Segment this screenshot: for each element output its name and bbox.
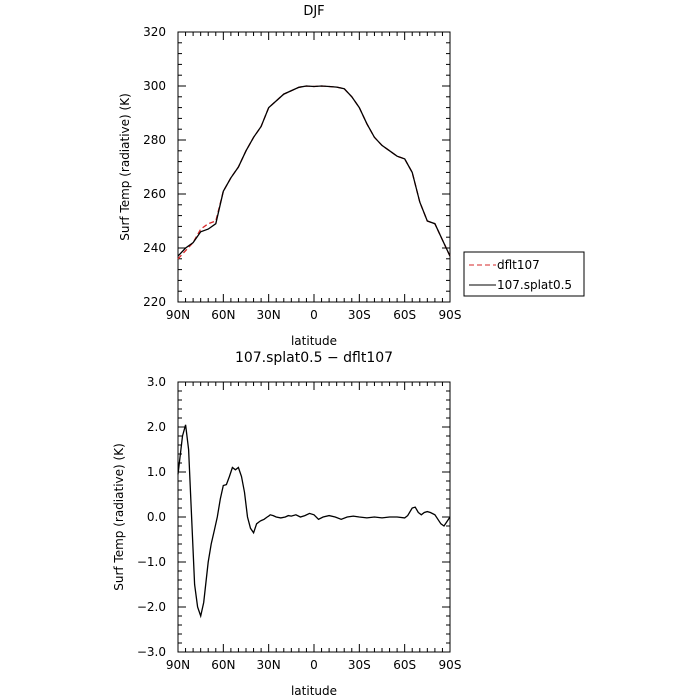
bottom-y-axis-label: Surf Temp (radiative) (K) (112, 443, 126, 591)
y-tick-label: 260 (143, 187, 166, 201)
series-line-dflt107 (177, 85, 451, 260)
x-tick-label: 90S (439, 658, 462, 672)
y-tick-label: 300 (143, 79, 166, 93)
x-tick-label: 0 (310, 658, 318, 672)
y-tick-label: −1.0 (137, 555, 166, 569)
x-tick-label: 60N (211, 658, 235, 672)
bottom-chart-panel: 107.splat0.5 − dflt107 90N 60N 30N 0 30S 60S 9… (112, 350, 461, 698)
x-tick-label: 30S (348, 658, 371, 672)
y-tick-label: 320 (143, 25, 166, 39)
top-series-group (177, 85, 451, 260)
bottom-y-tick-labels: −3.0 −2.0 −1.0 0.0 1.0 2.0 3.0 (137, 375, 166, 659)
x-tick-label: 0 (310, 308, 318, 322)
x-tick-label: 90N (166, 658, 190, 672)
y-tick-label: −3.0 (137, 645, 166, 659)
bottom-plot-frame (177, 381, 451, 653)
legend-box (463, 251, 585, 297)
top-axis-ticks (177, 31, 451, 303)
top-chart-title: DJF (303, 4, 324, 19)
x-tick-label: 90N (166, 308, 190, 322)
legend: dflt107 107.splat0.5 (463, 251, 585, 297)
top-x-axis-label: latitude (291, 334, 337, 348)
y-tick-label: 3.0 (147, 375, 166, 389)
x-tick-label: 30S (348, 308, 371, 322)
y-tick-label: 2.0 (147, 420, 166, 434)
x-tick-label: 90S (439, 308, 462, 322)
top-x-tick-labels: 90N 60N 30N 0 30S 60S 90S (166, 308, 462, 322)
bottom-x-tick-labels: 90N 60N 30N 0 30S 60S 90S (166, 658, 462, 672)
y-tick-label: 220 (143, 295, 166, 309)
x-tick-label: 30N (257, 308, 281, 322)
bottom-axis-ticks (177, 381, 451, 653)
y-tick-label: 280 (143, 133, 166, 147)
series-line-difference (177, 424, 451, 619)
x-tick-label: 60N (211, 308, 235, 322)
y-tick-label: −2.0 (137, 600, 166, 614)
bottom-x-axis-label: latitude (291, 684, 337, 698)
top-y-tick-labels: 220 240 260 280 300 320 (143, 25, 166, 309)
x-tick-label: 60S (393, 308, 416, 322)
bottom-series-group (177, 424, 451, 619)
legend-label-dflt107: dflt107 (497, 258, 540, 272)
y-tick-label: 0.0 (147, 510, 166, 524)
x-tick-label: 60S (393, 658, 416, 672)
top-chart-panel: DJF 90N 60N 30N 0 30S 60S 90S 220 240 260 280 300 3… (118, 4, 585, 348)
top-y-axis-label: Surf Temp (radiative) (K) (118, 93, 132, 241)
y-tick-label: 1.0 (147, 465, 166, 479)
series-line-107-splat0-5 (177, 85, 451, 257)
bottom-chart-title: 107.splat0.5 − dflt107 (235, 350, 393, 366)
x-tick-label: 30N (257, 658, 281, 672)
y-tick-label: 240 (143, 241, 166, 255)
legend-label-splat: 107.splat0.5 (497, 278, 572, 292)
